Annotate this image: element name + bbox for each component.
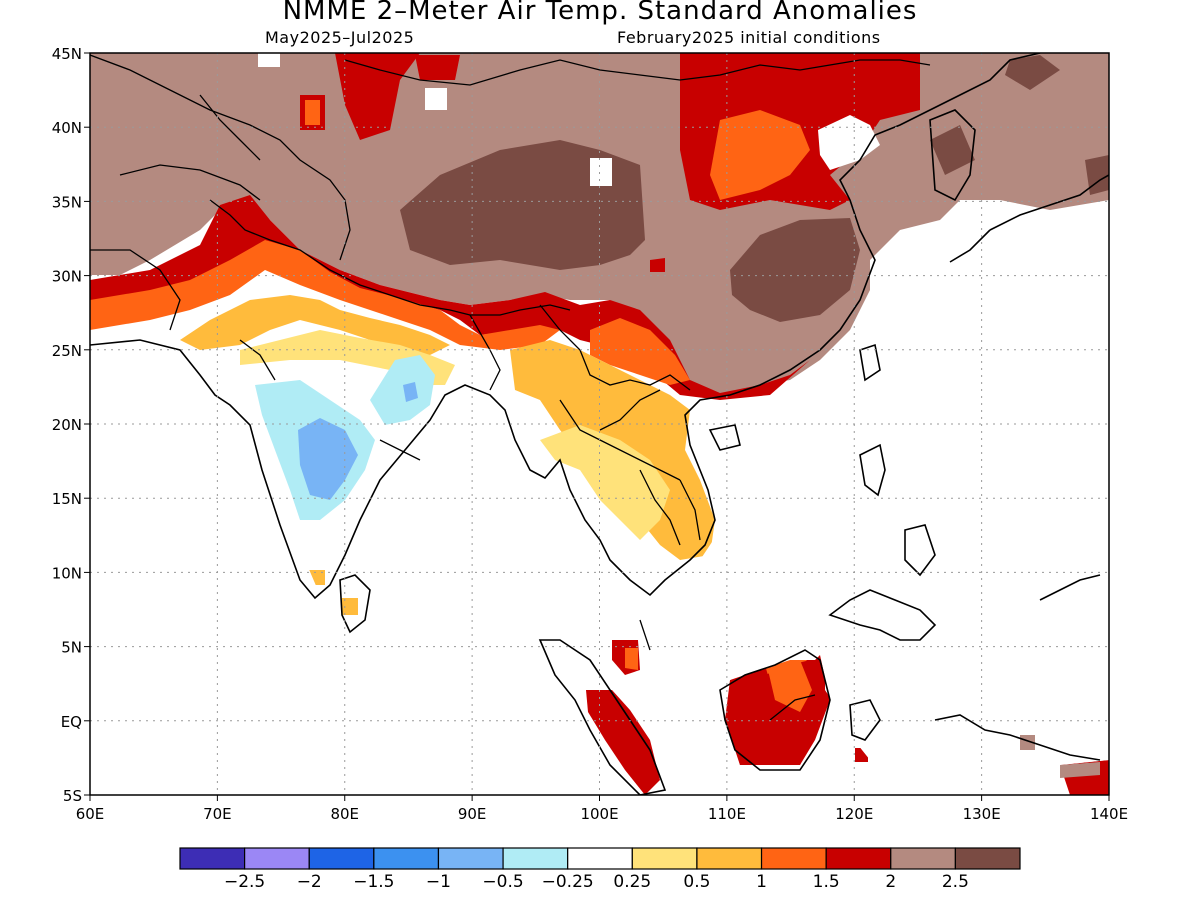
colorbar-swatch <box>825 847 892 870</box>
colorbar-label: −1.5 <box>353 872 394 892</box>
anomaly-region-1-to-1.5 <box>625 648 638 670</box>
anomaly-region-0.25-to-0.5 <box>540 425 670 540</box>
longitude-label: 120E <box>835 805 873 823</box>
latitude-labels: 45N 40N 35N 30N 25N 20N 15N 10N 5N EQ 5S <box>52 45 90 805</box>
anomaly-region-minus-1-to-minus-0.5 <box>403 382 418 402</box>
colorbar-label: −0.25 <box>542 872 594 892</box>
graticule <box>90 53 1109 795</box>
latitude-label: 40N <box>52 119 82 137</box>
anomaly-region-1-to-1.5 <box>710 110 810 200</box>
longitude-label: 100E <box>580 805 618 823</box>
longitude-label: 130E <box>963 805 1001 823</box>
latitude-label: EQ <box>61 713 82 731</box>
map-title: NMME 2–Meter Air Temp. Standard Anomalie… <box>282 0 918 26</box>
colorbar-labels: −2.5 −2 −1.5 −1 −0.5 −0.25 0.25 0.5 1 1.5 2 2.5 <box>224 872 969 892</box>
anomaly-region-above-2.5 <box>730 218 860 322</box>
latitude-label: 15N <box>52 490 82 508</box>
longitude-label: 80E <box>330 805 359 823</box>
missing-data-cell <box>590 158 612 186</box>
colorbar <box>179 847 1021 870</box>
longitude-label: 60E <box>76 805 105 823</box>
anomaly-region-1-to-1.5 <box>90 240 560 350</box>
missing-data-cell <box>818 115 880 170</box>
colorbar-label: 2.5 <box>942 872 969 892</box>
colorbar-swatch <box>437 847 504 870</box>
latitude-label: 35N <box>52 193 82 211</box>
anomaly-region-2-to-2.5 <box>1060 762 1100 778</box>
colorbar-swatch <box>696 847 763 870</box>
initial-conditions: February2025 initial conditions <box>617 28 881 47</box>
anomaly-region-1.5-to-2 <box>650 258 665 272</box>
longitude-label: 90E <box>458 805 487 823</box>
colorbar-label: 1 <box>756 872 767 892</box>
anomaly-region-0.5-to-1 <box>342 598 358 615</box>
colorbar-label: 0.5 <box>683 872 710 892</box>
anomaly-region-1.5-to-2 <box>586 690 660 795</box>
latitude-label: 10N <box>52 564 82 582</box>
longitude-labels: 60E 70E 80E 90E 100E 110E 120E 130E 140E <box>76 795 1128 823</box>
valid-period: May2025–Jul2025 <box>265 28 415 47</box>
latitude-label: 20N <box>52 416 82 434</box>
colorbar-swatch <box>954 847 1021 870</box>
colorbar-label: 2 <box>885 872 896 892</box>
colorbar-label: −2 <box>297 872 322 892</box>
missing-data-cell <box>425 88 447 110</box>
colorbar-label: −2.5 <box>224 872 265 892</box>
anomaly-region-above-2.5 <box>1085 155 1109 195</box>
missing-data-cell <box>258 53 280 67</box>
anomaly-region-minus-1-to-minus-0.5 <box>298 418 358 500</box>
longitude-label: 70E <box>203 805 232 823</box>
anomaly-region-minus-0.5-to-minus-0.25 <box>370 355 435 425</box>
anomaly-region-0.5-to-1 <box>180 295 450 355</box>
colorbar-swatch <box>373 847 440 870</box>
colorbar-label: 1.5 <box>813 872 840 892</box>
anomaly-region-1-to-1.5 <box>305 100 320 125</box>
anomaly-region-above-2.5 <box>1005 55 1060 90</box>
coastlines <box>90 53 1109 795</box>
latitude-label: 25N <box>52 342 82 360</box>
latitude-label: 5S <box>63 787 82 805</box>
anomaly-region-above-2.5 <box>930 125 975 175</box>
colorbar-swatch <box>502 847 569 870</box>
colorbar-swatch <box>631 847 698 870</box>
longitude-label: 140E <box>1090 805 1128 823</box>
latitude-label: 45N <box>52 45 82 63</box>
colorbar-swatch <box>179 847 246 870</box>
latitude-label: 5N <box>61 639 82 657</box>
anomaly-region-1-to-1.5 <box>590 318 690 385</box>
colorbar-label: 0.25 <box>613 872 651 892</box>
colorbar-swatch <box>567 847 633 870</box>
anomaly-region-above-2.5 <box>400 140 645 270</box>
colorbar-swatch <box>760 847 827 870</box>
colorbar-swatch <box>244 847 310 870</box>
colorbar-label: −0.5 <box>482 872 523 892</box>
anomaly-region-1.5-to-2 <box>415 55 460 80</box>
longitude-label: 110E <box>708 805 746 823</box>
colorbar-label: −1 <box>426 872 451 892</box>
country-borders <box>90 54 931 721</box>
colorbar-swatch <box>890 847 956 870</box>
latitude-label: 30N <box>52 268 82 286</box>
colorbar-swatch <box>308 847 375 870</box>
